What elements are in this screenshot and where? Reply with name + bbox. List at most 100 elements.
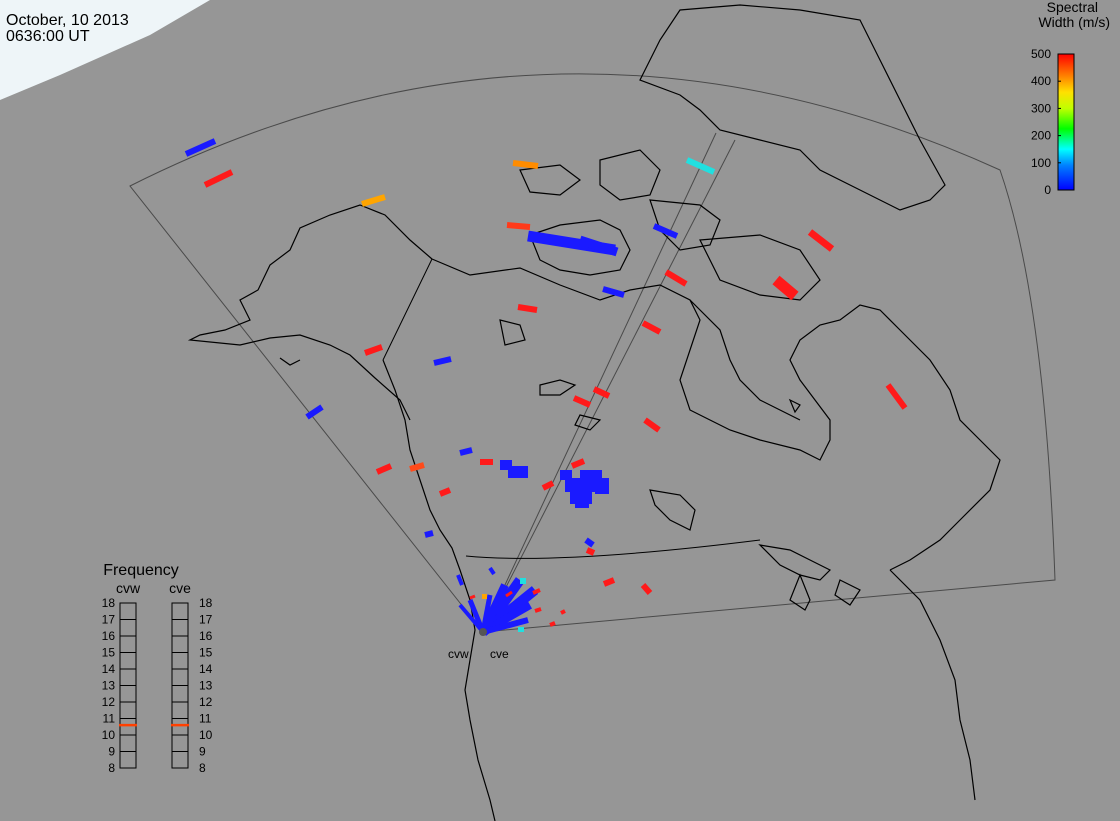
colorbar-tick-label: 100: [1031, 156, 1051, 170]
time-label: 0636:00 UT: [6, 28, 90, 45]
frequency-label-cvw: cvw: [116, 580, 141, 596]
radar-fov-outline: [129, 73, 1056, 633]
frequency-scale-label-left: 10: [102, 728, 116, 742]
frequency-scale-label-left: 18: [102, 596, 116, 610]
frequency-scale-label-right: 14: [199, 662, 213, 676]
coastlines: [187, 4, 1001, 821]
frequency-scale-label-right: 18: [199, 596, 213, 610]
echo: [458, 603, 485, 634]
radar-site-marker: [479, 628, 487, 636]
echo: [549, 621, 556, 627]
echo: [480, 594, 493, 633]
colorbar-tick-label: 400: [1031, 74, 1051, 88]
frequency-scale-label-right: 8: [199, 761, 206, 775]
radar-label-cve: cve: [490, 647, 509, 661]
frequency-scale-label-left: 14: [102, 662, 116, 676]
frequency-scale-label-left: 12: [102, 695, 116, 709]
frequency-scale-label-left: 16: [102, 629, 116, 643]
lake-great-bear: [539, 379, 577, 396]
frequency-scale-label-left: 11: [103, 712, 116, 726]
echo: [585, 547, 596, 556]
coast-atlantic: [889, 569, 976, 801]
echo-cell: [595, 478, 609, 494]
echo-cell: [560, 470, 572, 480]
echo: [505, 590, 513, 598]
echo: [807, 229, 835, 252]
coast-pacific: [382, 359, 496, 821]
echo: [602, 577, 616, 587]
lake-winnipeg: [649, 489, 696, 531]
frequency-scale-label-right: 17: [199, 613, 213, 627]
island-baffin: [699, 234, 821, 301]
fov-inner-edge-west: [482, 132, 717, 633]
echo: [364, 344, 383, 356]
frequency-scale-label-left: 15: [102, 646, 116, 660]
lake-huron: [834, 579, 861, 606]
echo: [641, 320, 662, 335]
frequency-scale-label-right: 13: [199, 679, 213, 693]
echo: [456, 574, 464, 586]
island-ellesmere-south: [599, 149, 661, 201]
echo-cluster-mid: [560, 470, 609, 508]
echo: [532, 588, 541, 595]
island-arctic-small: [499, 319, 526, 346]
colorbar: Spectral Width (m/s) 500 400 300 200 100 0: [1031, 0, 1110, 197]
echo: [506, 222, 531, 230]
echo: [409, 462, 425, 472]
echo: [203, 169, 234, 188]
echo-cell: [508, 466, 528, 478]
echo: [305, 404, 324, 420]
island-belcher: [788, 398, 801, 414]
echo: [438, 487, 452, 497]
daylight-region: [0, 0, 210, 100]
lake-superior: [758, 544, 832, 581]
fov-inner-edge-east: [482, 139, 736, 633]
echo: [517, 304, 538, 313]
frequency-panel: Frequency cvw cve 18 18 17 17 16 16 15 15 14 14 13…: [102, 562, 213, 775]
echo: [572, 395, 592, 408]
echo: [534, 607, 542, 613]
echo: [643, 417, 661, 433]
echo: [469, 594, 476, 600]
frequency-scale-label-right: 12: [199, 695, 213, 709]
coast-arctic-mainland: [431, 258, 1001, 571]
echo: [570, 458, 586, 469]
echo: [488, 566, 496, 576]
colorbar-ticks: 500 400 300 200 100 0: [1031, 47, 1061, 197]
echo-cell: [518, 627, 524, 632]
echo: [512, 160, 539, 169]
echo: [560, 609, 566, 615]
lake-great-slave: [574, 414, 602, 431]
echo-cell: [575, 500, 589, 508]
border-alaska-canada: [382, 258, 433, 361]
echo: [361, 194, 386, 207]
colorbar-title-line1: Spectral: [1047, 0, 1098, 15]
frequency-ladder: 18 18 17 17 16 16 15 15 14 14 13 13 12 12 11 11 10 10 9 9 8 8: [102, 596, 213, 775]
radar-echoes: [184, 138, 908, 636]
coast-greenland: [639, 4, 946, 211]
fov-boundary: [129, 73, 1056, 633]
island-victoria: [529, 219, 631, 276]
echo: [685, 157, 716, 175]
frequency-scale-label-right: 16: [199, 629, 213, 643]
colorbar-gradient: [1057, 53, 1075, 191]
echo: [602, 286, 625, 298]
echo: [772, 275, 799, 301]
echo: [584, 537, 595, 548]
colorbar-title-line2: Width (m/s): [1038, 14, 1110, 30]
frequency-scale-label-left: 9: [108, 745, 115, 759]
coast-alaska: [187, 204, 433, 421]
echo-cell: [520, 578, 526, 584]
echo: [459, 447, 473, 456]
lake-michigan: [789, 573, 811, 611]
echo-cluster-near-radar: [456, 566, 566, 636]
border-us-canada: [465, 539, 761, 559]
echo: [885, 383, 908, 410]
echo: [482, 617, 529, 635]
echo: [375, 463, 393, 475]
frequency-scale-label-right: 15: [199, 646, 213, 660]
colorbar-tick-label: 300: [1031, 101, 1051, 115]
echo: [640, 583, 653, 595]
frequency-label-cve: cve: [169, 580, 191, 596]
